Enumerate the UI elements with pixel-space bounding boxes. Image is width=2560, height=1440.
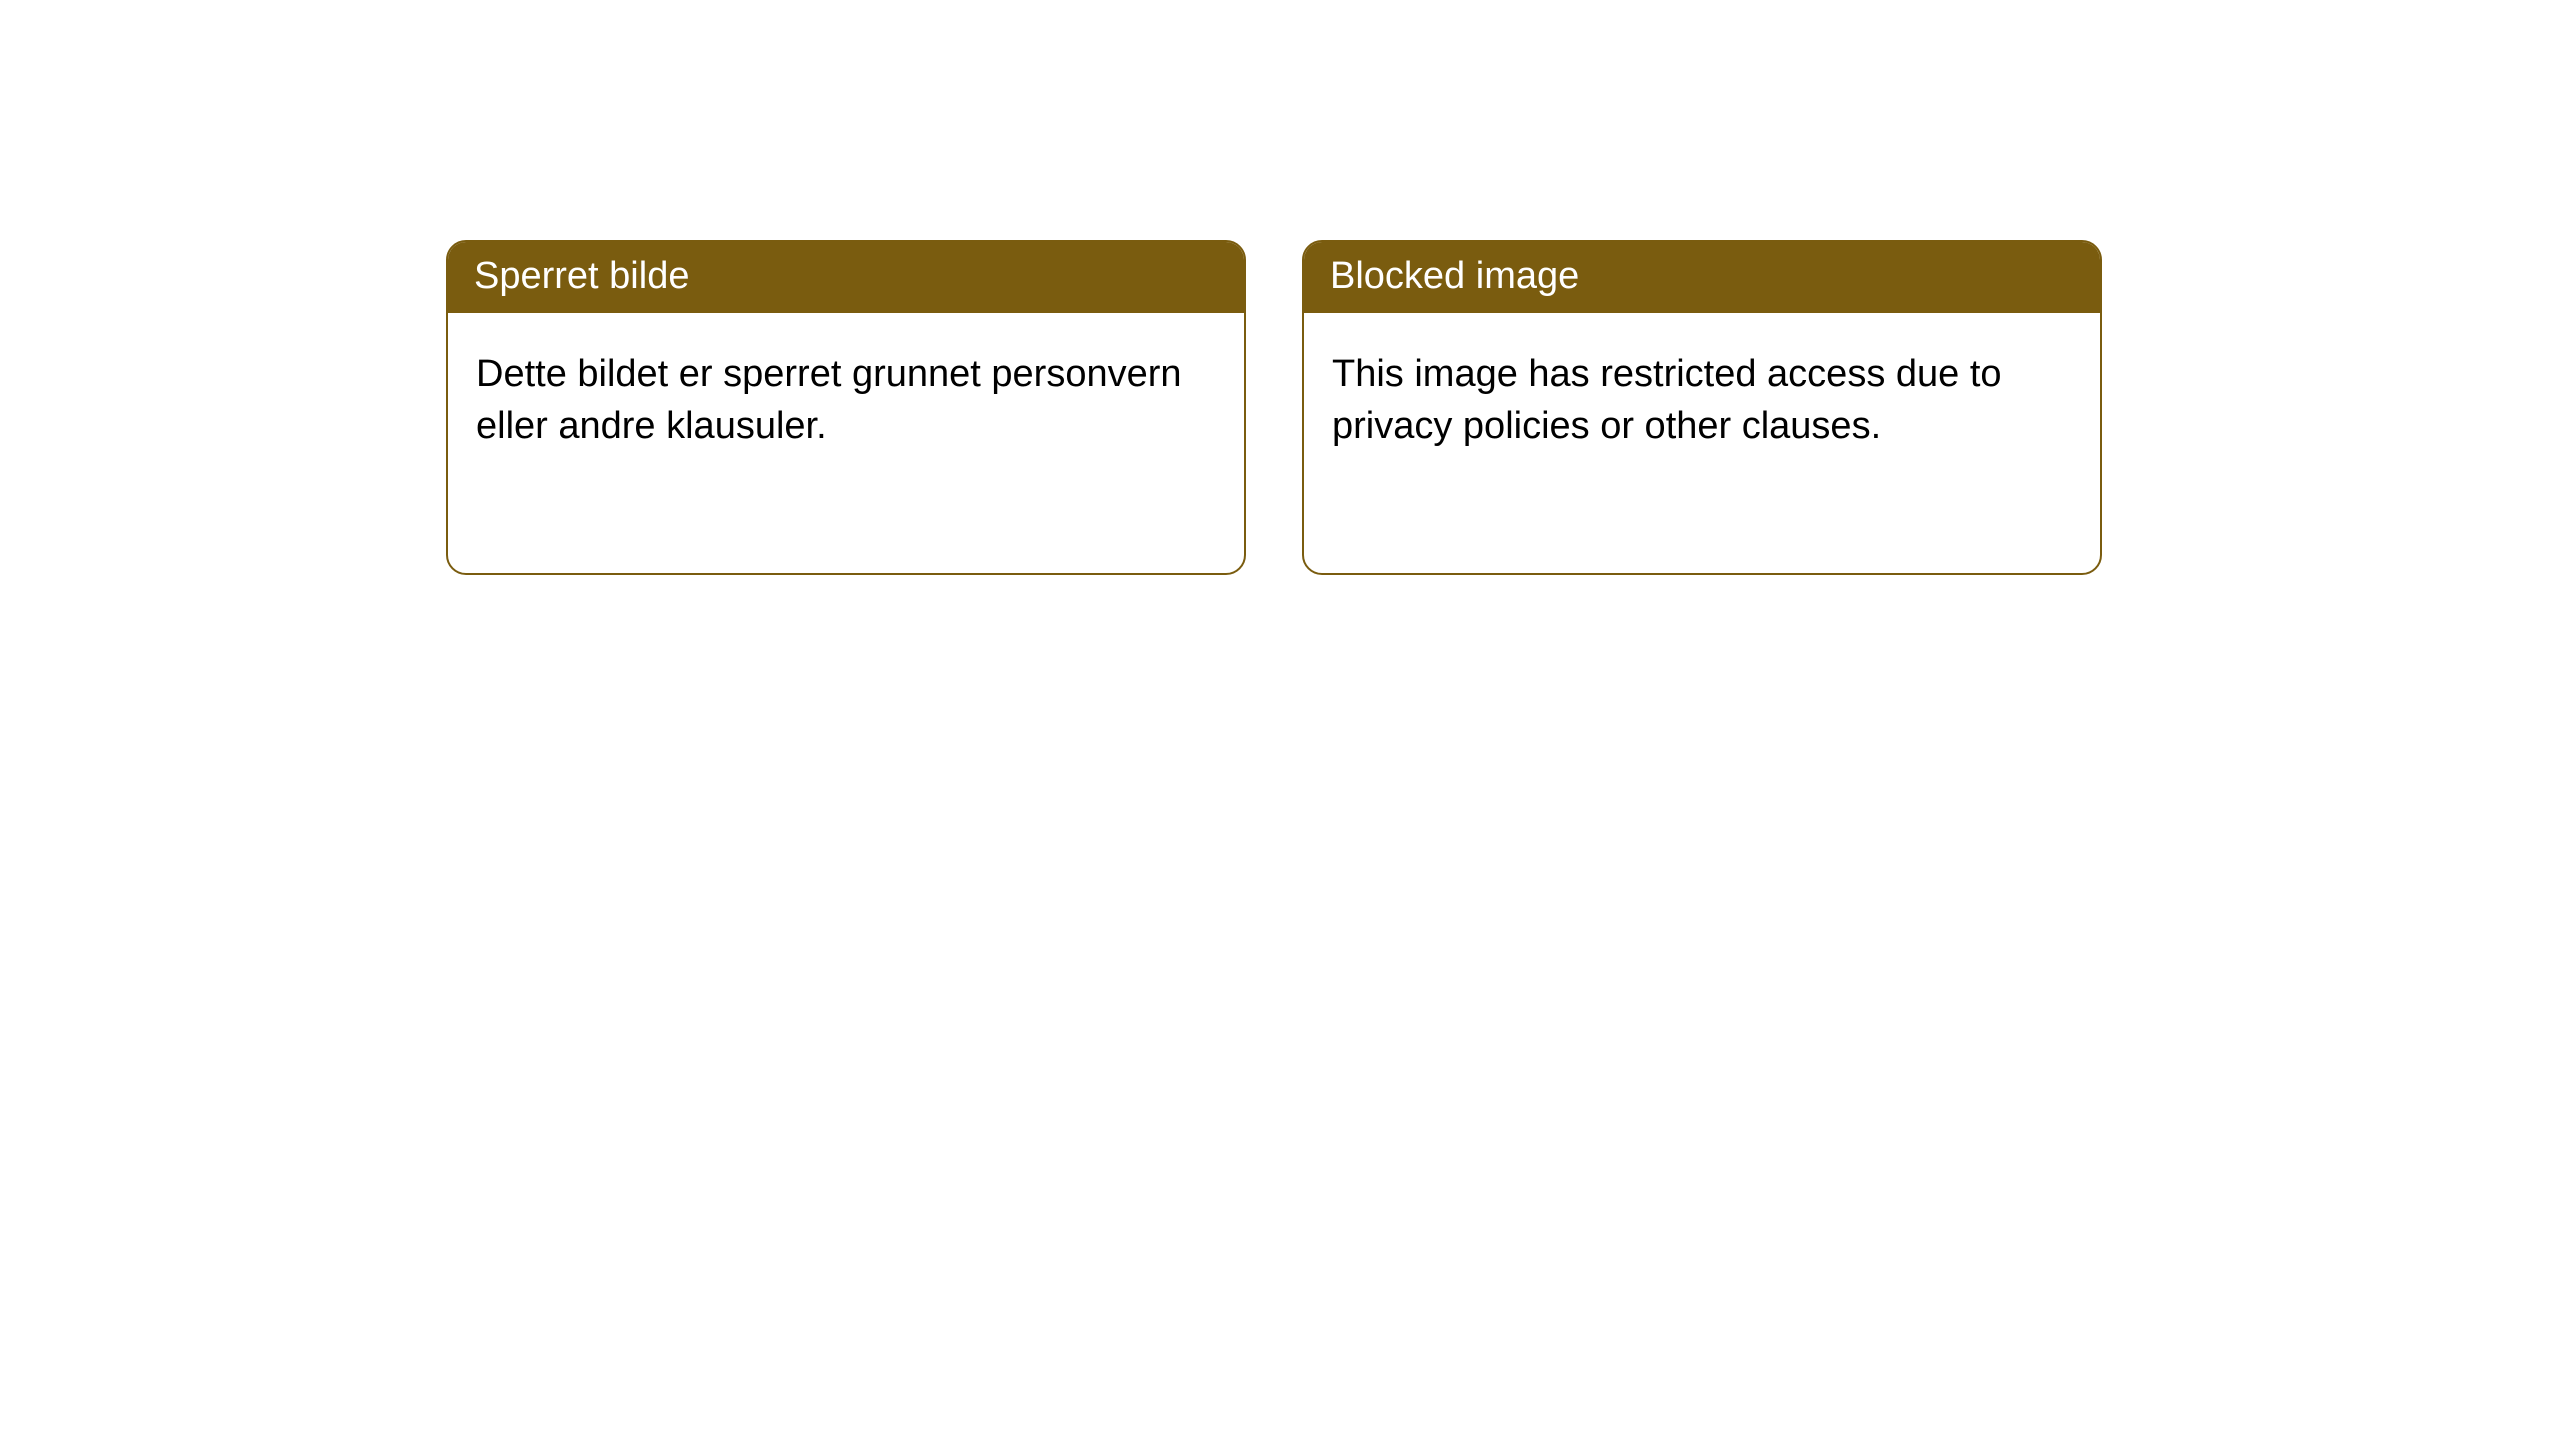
notice-header-norwegian: Sperret bilde	[448, 242, 1244, 313]
notice-body-english: This image has restricted access due to …	[1304, 313, 2100, 488]
notice-box-norwegian: Sperret bilde Dette bildet er sperret gr…	[446, 240, 1246, 575]
notice-box-english: Blocked image This image has restricted …	[1302, 240, 2102, 575]
notice-header-english: Blocked image	[1304, 242, 2100, 313]
notice-container: Sperret bilde Dette bildet er sperret gr…	[0, 0, 2560, 575]
notice-body-norwegian: Dette bildet er sperret grunnet personve…	[448, 313, 1244, 488]
